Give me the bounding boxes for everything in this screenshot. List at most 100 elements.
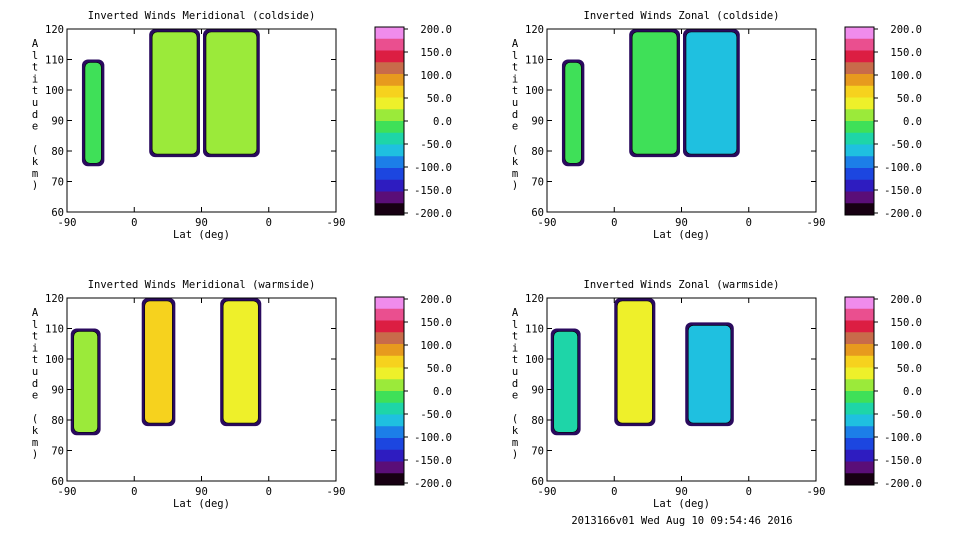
chart-panel-3: Inverted Winds Meridional (warmside) 60 70… [32,279,452,510]
colorbar-label: 50.0 [897,363,922,375]
colorbar-segment [375,402,404,415]
x-tick-label: 0 [131,217,137,229]
colorbar-label: 50.0 [897,93,922,105]
chart-panel-2: Inverted Winds Zonal (coldside) 60 70 80 90 1… [512,10,922,241]
colorbar-segment [845,179,874,192]
colorbar-segment [375,332,404,345]
chart-title: Inverted Winds Meridional (warmside) [88,279,316,291]
x-tick-label: 90 [675,217,688,229]
colorbar-segment [375,156,404,169]
colorbar-label: 0.0 [903,116,922,128]
colorbar-label: 0.0 [903,386,922,398]
contour-region-1 [73,331,98,433]
x-axis-label: Lat (deg) [653,229,710,241]
y-tick-label: 70 [51,177,64,189]
y-tick-label: 60 [51,476,64,488]
colorbar-label: 100.0 [420,340,452,352]
colorbar-segment [375,320,404,333]
colorbar-segment [845,414,874,427]
y-tick-label: 80 [51,146,64,158]
contour-region-2 [616,300,653,424]
x-tick-label: -90 [538,217,557,229]
y-tick-label: 80 [51,415,64,427]
colorbar-label: -200.0 [884,478,922,490]
chart-title: Inverted Winds Zonal (warmside) [584,279,780,291]
colorbar-segment [375,203,404,216]
colorbar-segment [845,391,874,404]
colorbar-segment [845,74,874,87]
colorbar-label: 150.0 [420,317,452,329]
colorbar-segment [845,367,874,380]
colorbar-segment [845,132,874,145]
contour-region-3 [685,31,738,155]
y-tick-label: 90 [51,385,64,397]
x-tick-label: -90 [807,486,826,498]
colorbar-segment [375,297,404,310]
colorbar-segment [845,27,874,40]
y-tick-label: 70 [51,446,64,458]
colorbar-segment [845,97,874,110]
colorbar-label: 200.0 [890,24,922,36]
colorbar-segment [845,438,874,451]
chart-title: Inverted Winds Zonal (coldside) [584,10,780,22]
colorbar-label: -50.0 [890,139,922,151]
colorbar-segment [845,50,874,63]
plot-frame [66,28,337,213]
colorbar-segment [845,203,874,216]
colorbar-segment [845,297,874,310]
chart-title: Inverted Winds Meridional (coldside) [88,10,316,22]
y-tick-label: 110 [45,55,64,67]
colorbar-label: -100.0 [414,162,452,174]
contour-region-3 [222,300,259,424]
colorbar-label: -100.0 [884,162,922,174]
colorbar-segment [845,38,874,51]
y-tick-label: 100 [45,85,64,97]
colorbar-segment [375,144,404,157]
y-tick-label: 120 [525,293,544,305]
colorbar-segment [375,355,404,368]
x-tick-label: -90 [327,217,346,229]
y-tick-label: 100 [525,85,544,97]
colorbar-label: -150.0 [884,185,922,197]
plot-frame [546,297,817,482]
x-tick-label: 0 [131,486,137,498]
colorbar-label: -200.0 [414,208,452,220]
colorbar-segment [845,449,874,462]
colorbar-label: 150.0 [420,47,452,59]
colorbar: 200.0 150.0 100.0 50.0 0.0 -50.0 -100.0 -150.0 -… [844,24,922,220]
colorbar-segment [845,402,874,415]
colorbar-label: 0.0 [433,386,452,398]
colorbar-segment [845,144,874,157]
colorbar-segment [375,97,404,110]
colorbar-segment [845,379,874,392]
colorbar-label: 100.0 [420,70,452,82]
y-tick-label: 120 [525,24,544,36]
y-tick-label: 120 [45,293,64,305]
colorbar-segment [375,27,404,40]
x-tick-label: 0 [266,486,272,498]
colorbar-segment [375,191,404,204]
colorbar: 200.0 150.0 100.0 50.0 0.0 -50.0 -100.0 -150.0 -… [374,294,452,490]
colorbar-label: 150.0 [890,47,922,59]
colorbar-segment [845,191,874,204]
colorbar-segment [845,332,874,345]
contour-region-1 [84,62,102,164]
colorbar-segment [375,132,404,145]
colorbar-label: -50.0 [420,409,452,421]
colorbar-segment [375,168,404,181]
colorbar-segment [845,320,874,333]
contour-region-2 [151,31,198,155]
colorbar-label: -150.0 [414,185,452,197]
colorbar-segment [375,379,404,392]
colorbar-segment [375,426,404,439]
colorbar-label: 150.0 [890,317,922,329]
y-tick-label: 60 [531,476,544,488]
contour-region-1 [553,331,578,433]
contour-region-2 [631,31,678,155]
x-axis-label: Lat (deg) [653,498,710,510]
